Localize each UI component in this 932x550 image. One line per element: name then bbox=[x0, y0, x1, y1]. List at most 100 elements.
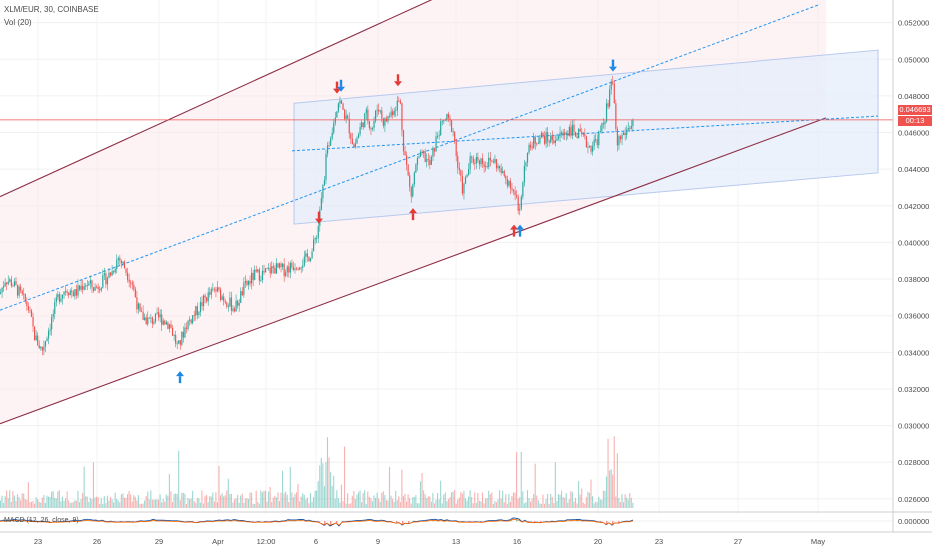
volume-bar bbox=[190, 498, 192, 508]
x-axis[interactable]: 23 26 29 Apr 12:00 6 9 13 16 20 23 27 May bbox=[0, 531, 932, 546]
volume-bar bbox=[161, 502, 163, 508]
volume-bar bbox=[274, 495, 276, 508]
volume-bar bbox=[16, 494, 19, 508]
volume-bar bbox=[536, 495, 538, 508]
volume-bar bbox=[590, 479, 592, 508]
macd-pane: 0.000000 bbox=[0, 511, 932, 527]
candle-body bbox=[286, 266, 288, 273]
candle-body bbox=[232, 308, 234, 311]
volume-bar bbox=[140, 503, 143, 508]
candle-body bbox=[371, 128, 374, 130]
volume-bar bbox=[537, 500, 539, 508]
volume-bar bbox=[51, 491, 53, 508]
candle-body bbox=[167, 322, 169, 329]
candle-body bbox=[43, 346, 45, 351]
volume-bar bbox=[43, 495, 45, 508]
candle-body bbox=[226, 302, 228, 307]
volume-bar bbox=[626, 497, 628, 508]
volume-bar bbox=[123, 497, 125, 508]
volume-bar bbox=[359, 490, 361, 508]
volume-bar bbox=[165, 494, 167, 508]
volume-bar bbox=[106, 495, 108, 508]
candle-body bbox=[41, 346, 43, 351]
volume-bar bbox=[421, 473, 423, 508]
volume-bar bbox=[162, 498, 164, 508]
volume-bar bbox=[481, 492, 484, 508]
volume-bars bbox=[0, 436, 634, 508]
candle-body bbox=[68, 293, 70, 296]
volume-bar bbox=[134, 496, 136, 508]
volume-bar bbox=[390, 495, 392, 508]
candle-body bbox=[402, 130, 405, 152]
volume-legend[interactable]: Vol (20) bbox=[4, 18, 32, 27]
volume-bar bbox=[202, 503, 205, 508]
candle-body bbox=[399, 100, 401, 104]
symbol-title[interactable]: XLM/EUR, 30, COINBASE bbox=[4, 5, 99, 14]
candle-body bbox=[193, 315, 195, 316]
volume-bar bbox=[598, 496, 600, 508]
arrow-up-blue-icon bbox=[516, 224, 524, 237]
channel-line-lower bbox=[0, 117, 827, 425]
candle-body bbox=[243, 282, 245, 296]
volume-bar bbox=[401, 469, 403, 508]
candle-body bbox=[357, 134, 360, 139]
candle-body bbox=[233, 308, 236, 312]
candle-body bbox=[491, 160, 493, 162]
candle-body bbox=[449, 118, 451, 121]
volume-bar bbox=[92, 462, 94, 508]
arrow-up-red-icon bbox=[510, 224, 518, 237]
x-tick-label: 23 bbox=[655, 537, 663, 546]
candle-body bbox=[274, 267, 276, 274]
volume-bar bbox=[184, 493, 186, 508]
candle-body bbox=[38, 345, 40, 349]
volume-bar bbox=[120, 494, 122, 508]
volume-bar bbox=[542, 494, 544, 508]
candle-body bbox=[605, 103, 608, 122]
candle-body bbox=[212, 288, 214, 290]
volume-bar bbox=[593, 503, 595, 508]
macd-legend[interactable]: MACD (12, 26, close, 9) bbox=[4, 517, 79, 524]
volume-bar bbox=[347, 493, 349, 508]
candle-body bbox=[567, 132, 569, 136]
volume-bar bbox=[269, 487, 271, 508]
volume-bar bbox=[240, 495, 242, 508]
volume-bar bbox=[286, 494, 288, 508]
candle-body bbox=[494, 159, 496, 163]
volume-bar bbox=[316, 490, 318, 508]
volume-bar bbox=[344, 446, 346, 508]
volume-bar bbox=[125, 497, 127, 508]
candle-body bbox=[89, 280, 91, 284]
volume-bar bbox=[156, 499, 158, 508]
y-axis[interactable]: 0.052000 0.050000 0.048000 0.046000 0.044000… bbox=[892, 0, 929, 532]
volume-bar bbox=[61, 496, 63, 508]
volume-bar bbox=[308, 503, 310, 508]
candle-body bbox=[199, 302, 202, 313]
candle-body bbox=[359, 126, 361, 135]
candle-body bbox=[9, 279, 11, 282]
candle-body bbox=[176, 343, 178, 345]
candlestick-series bbox=[0, 75, 634, 356]
candle-body bbox=[626, 129, 628, 136]
macd-histogram-bar bbox=[606, 521, 608, 525]
volume-bar bbox=[587, 491, 589, 508]
candle-body bbox=[268, 267, 270, 269]
volume-bar bbox=[331, 485, 333, 508]
volume-bar bbox=[260, 490, 262, 508]
volume-bar bbox=[6, 490, 8, 508]
volume-bar bbox=[40, 502, 42, 508]
volume-bar bbox=[128, 490, 130, 508]
volume-bar bbox=[268, 491, 270, 508]
volume-bar bbox=[24, 498, 26, 508]
macd-histogram-bar bbox=[528, 521, 530, 523]
volume-bar bbox=[218, 465, 220, 508]
volume-bar bbox=[399, 501, 401, 508]
candle-body bbox=[578, 128, 580, 139]
volume-bar bbox=[342, 501, 344, 508]
candle-body bbox=[278, 263, 281, 268]
x-tick-label: 27 bbox=[734, 537, 742, 546]
volume-bar bbox=[449, 497, 451, 508]
volume-bar bbox=[111, 499, 113, 508]
candle-body bbox=[206, 297, 208, 302]
candle-body bbox=[393, 110, 395, 116]
